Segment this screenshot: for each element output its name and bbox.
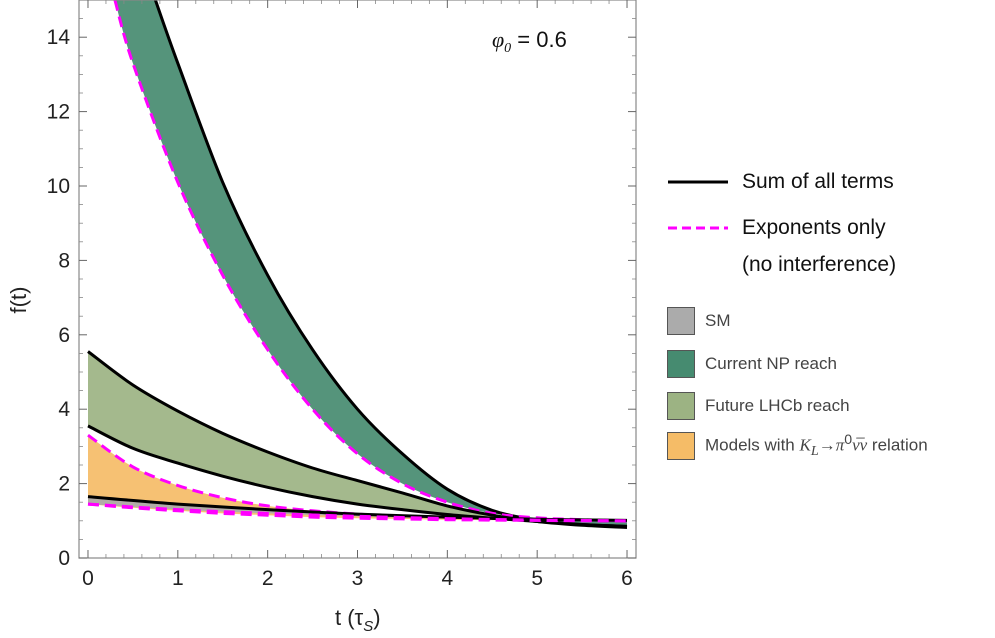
dashed-line-icon <box>668 226 728 230</box>
band-2 <box>88 435 627 521</box>
y-tick-label: 8 <box>58 249 70 272</box>
x-tick-label: 4 <box>441 567 453 590</box>
x-axis-label: t (τS) <box>335 605 381 635</box>
legend-label-sm: SM <box>705 311 731 330</box>
x-tick-label: 2 <box>262 567 274 590</box>
legend-label-future-lhcb: Future LHCb reach <box>705 396 850 415</box>
future-lhcb-swatch <box>667 392 695 420</box>
x-tick-label: 0 <box>82 567 94 590</box>
chart-curves <box>87 0 628 529</box>
models-swatch <box>667 432 695 461</box>
curve-1 <box>113 0 628 523</box>
band-0 <box>114 0 627 527</box>
legend-item-sm: SM <box>667 307 731 335</box>
y-tick-label: 10 <box>47 175 70 198</box>
sm-swatch <box>667 307 695 335</box>
x-tick-label: 5 <box>531 567 543 590</box>
chart-bands <box>88 0 627 528</box>
y-tick-label: 14 <box>47 26 71 49</box>
legend-item-sum: Sum of all terms <box>668 170 894 194</box>
curve-7 <box>87 502 628 523</box>
band-1 <box>88 351 627 528</box>
legend-label-current-np: Current NP reach <box>705 354 837 373</box>
legend-item-exponents: Exponents only <box>668 216 886 240</box>
legend-label-exponents-cont: (no interference) <box>742 253 897 276</box>
y-tick-label: 12 <box>47 101 70 124</box>
phi-annotation: φ0 = 0.6 <box>492 27 567 56</box>
x-tick-label: 1 <box>172 567 184 590</box>
current-np-swatch <box>667 350 695 378</box>
band-3 <box>88 496 627 521</box>
legend-item-future-lhcb: Future LHCb reach <box>667 392 850 420</box>
y-tick-label: 2 <box>58 473 70 496</box>
legend-label-sum: Sum of all terms <box>742 170 894 193</box>
y-tick-label: 4 <box>58 398 70 421</box>
solid-line-icon <box>668 180 728 184</box>
y-tick-label: 0 <box>58 547 70 570</box>
legend-label-models: Models with KL→π0ν̅ν relation <box>705 432 928 460</box>
x-tick-label: 3 <box>352 567 364 590</box>
legend-label-exponents: Exponents only <box>742 216 886 239</box>
legend-item-models: Models with KL→π0ν̅ν relation <box>667 432 928 461</box>
x-tick-label: 6 <box>621 567 633 590</box>
y-axis-label: f(t) <box>6 287 31 314</box>
legend-item-current-np: Current NP reach <box>667 350 837 378</box>
y-tick-label: 6 <box>58 324 70 347</box>
